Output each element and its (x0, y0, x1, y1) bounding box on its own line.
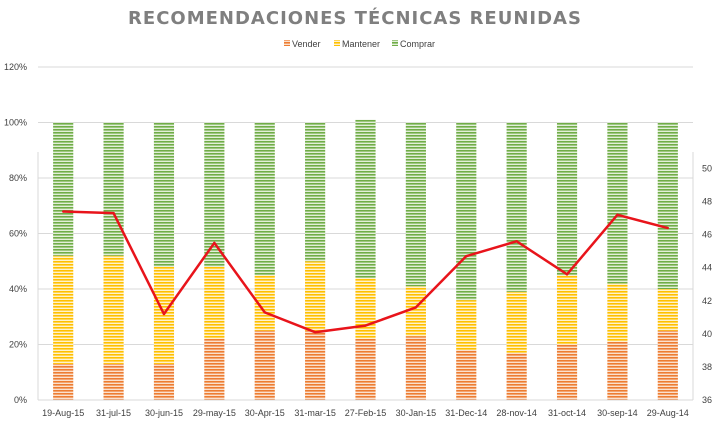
bar-mantener (607, 283, 628, 342)
line-point (162, 312, 166, 316)
y-tick-label: 40% (9, 284, 27, 294)
y2-tick-label: 40 (702, 329, 712, 339)
legend-swatch-vender (284, 40, 290, 46)
bar-vender (153, 363, 175, 400)
line-point (61, 210, 65, 213)
line-point (364, 324, 367, 327)
bar-mantener (556, 275, 578, 345)
bar-comprar (556, 122, 578, 276)
x-tick-label: 31-jul-15 (96, 408, 131, 418)
bar-vender (53, 363, 74, 400)
line-point (263, 311, 266, 314)
legend-label-mantener: Mantener (342, 39, 380, 49)
y-axis-secondary: 36 38 40 42 44 46 48 50 (692, 152, 712, 405)
y-tick-label: 60% (9, 229, 27, 239)
bar-comprar (153, 122, 175, 267)
x-tick-label: 29-Aug-14 (647, 408, 689, 418)
bar-vender (456, 350, 477, 400)
y2-tick-label: 44 (702, 263, 712, 273)
bar-vender (657, 330, 678, 400)
bar-comprar (607, 122, 628, 284)
legend-swatch-mantener (334, 40, 340, 46)
x-tick-label: 29-may-15 (193, 408, 236, 418)
bar-mantener (405, 286, 426, 337)
bar-comprar (254, 122, 275, 276)
x-tick-label: 30-Jan-15 (396, 408, 437, 418)
bar-vender (305, 330, 326, 400)
y-axis-primary: 0% 20% 40% 60% 80% 100% 120% (4, 62, 39, 405)
bar-vender (556, 344, 578, 400)
bar-mantener (456, 300, 477, 351)
x-tick-label: 30-Apr-15 (245, 408, 285, 418)
y-tick-label: 100% (4, 118, 27, 128)
bar-comprar (204, 122, 225, 267)
line-point (565, 273, 569, 276)
y-tick-label: 20% (9, 340, 27, 350)
line-point (515, 240, 518, 243)
bars (53, 119, 678, 400)
legend-label-vender: Vender (292, 39, 321, 49)
y2-tick-label: 48 (702, 197, 712, 207)
x-tick-label: 31-mar-15 (294, 408, 336, 418)
bar-comprar (305, 122, 326, 262)
bar-comprar (103, 122, 124, 256)
line-point (414, 306, 418, 309)
bar-comprar (405, 122, 426, 287)
bar-vender (506, 352, 527, 400)
bar-vender (103, 363, 124, 400)
bar-mantener (53, 255, 74, 364)
bar-mantener (204, 266, 225, 339)
line-point (313, 331, 317, 334)
line-point (112, 211, 115, 215)
legend-swatch-comprar (392, 40, 398, 46)
y2-tick-label: 36 (702, 395, 712, 405)
y-tick-label: 0% (14, 395, 27, 405)
y2-tick-label: 46 (702, 230, 712, 240)
bar-comprar (355, 119, 376, 278)
bar-mantener (103, 255, 124, 364)
y2-tick-label: 50 (702, 164, 712, 174)
bar-vender (204, 338, 225, 400)
bar-comprar (53, 122, 74, 256)
bar-vender (355, 338, 376, 400)
bar-comprar (456, 122, 477, 301)
y-tick-label: 80% (9, 173, 27, 183)
bar-mantener (657, 289, 678, 331)
chart-title: RECOMENDACIONES TÉCNICAS REUNIDAS (128, 7, 582, 29)
line-point (213, 241, 216, 245)
y2-tick-label: 38 (702, 362, 712, 372)
line-point (465, 254, 468, 258)
bar-mantener (254, 275, 275, 331)
x-tick-label: 19-Aug-15 (42, 408, 84, 418)
x-tick-label: 31-Dec-14 (445, 408, 487, 418)
line-series (61, 210, 670, 334)
bar-comprar (657, 122, 678, 289)
bar-mantener (305, 261, 326, 331)
line-point (666, 226, 670, 230)
bar-comprar (506, 122, 527, 292)
bar-vender (405, 336, 426, 400)
bar-mantener (355, 277, 376, 339)
legend-label-comprar: Comprar (400, 39, 435, 49)
bar-mantener (506, 291, 527, 353)
x-tick-label: 28-nov-14 (496, 408, 537, 418)
x-tick-label: 31-oct-14 (548, 408, 586, 418)
y-tick-label: 120% (4, 62, 27, 72)
x-axis: 19-Aug-15 31-jul-15 30-jun-15 29-may-15 30-A… (38, 399, 693, 418)
y2-tick-label: 42 (702, 296, 712, 306)
x-tick-label: 30-sep-14 (597, 408, 638, 418)
legend: Vender Mantener Comprar (284, 39, 435, 49)
x-tick-label: 27-Feb-15 (345, 408, 387, 418)
line-point (616, 213, 619, 217)
bar-mantener (153, 266, 175, 364)
bar-vender (254, 330, 275, 400)
bar-vender (607, 341, 628, 400)
x-tick-label: 30-jun-15 (145, 408, 183, 418)
